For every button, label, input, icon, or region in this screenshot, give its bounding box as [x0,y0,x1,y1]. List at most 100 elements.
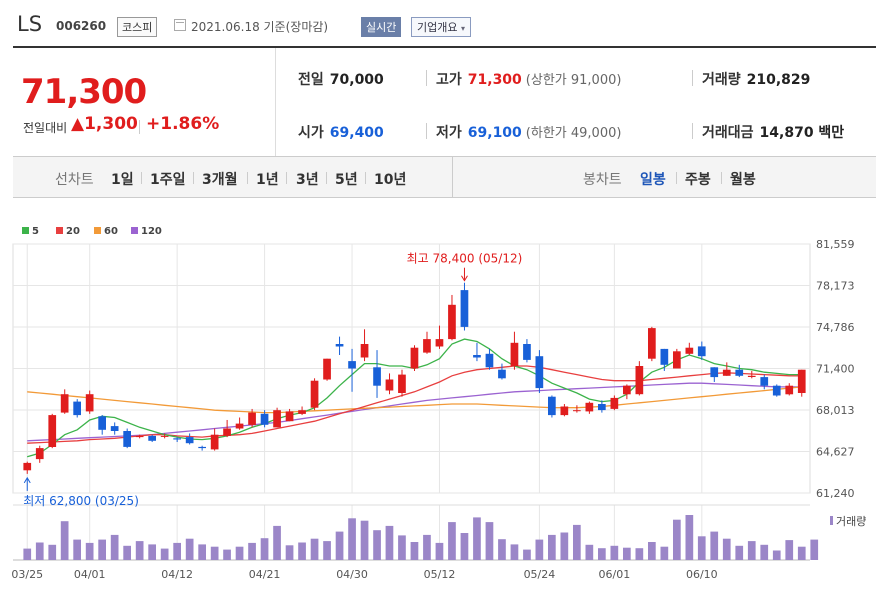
y-tick-label: 81,559 [816,238,855,251]
reference-date: 2021.06.18 기준(장마감) [191,20,329,34]
volume-bar [673,519,681,560]
stat-amount: 거래대금 14,870 백만 [702,122,844,142]
volume-bar [435,542,444,560]
volume-bar [235,546,244,560]
stock-code: 006260 [56,19,107,33]
stat-label: 전일 [298,72,324,88]
period-3y[interactable]: 3년 [296,172,319,188]
company-overview-dropdown[interactable]: 기업개요 ▾ [411,17,471,37]
volume-legend-swatch [830,516,833,525]
change-label: 전일대비 [23,121,68,135]
x-tick-label: 05/24 [524,568,556,581]
y-tick-label: 74,786 [816,321,855,334]
period-1d[interactable]: 1일 [111,172,134,188]
candle-body [710,367,719,378]
volume-bar [310,538,319,560]
candle-body [598,404,606,411]
candle-body [310,380,319,408]
x-tick-label: 03/25 [11,568,43,581]
volume-bar [348,518,356,560]
period-3m[interactable]: 3개월 [202,172,238,188]
high-arrowhead [461,275,468,282]
period-10y[interactable]: 10년 [374,172,407,188]
candle-body [235,423,244,429]
low-annotation: 최저 62,800 (03/25) [23,494,139,508]
candle-body [373,367,381,386]
stat-low: 저가 69,100 (하한가 49,000) [436,122,621,142]
period-1y[interactable]: 1년 [256,172,279,188]
stat-value: 69,400 [329,125,384,141]
toolbar-divider [193,172,194,184]
candle-body [460,290,469,327]
candle-body [423,339,431,353]
period-5y[interactable]: 5년 [335,172,358,188]
volume-bar [60,521,69,560]
volume-bar [585,544,594,560]
stat-divider [426,123,427,139]
volume-bar [735,545,744,560]
candle-body [110,426,119,431]
period-1w[interactable]: 1주일 [150,172,186,188]
volume-bar [635,548,644,560]
low-arrowhead [23,476,31,484]
realtime-button[interactable]: 실시간 [361,17,402,37]
candle-daily[interactable]: 일봉 [640,172,666,188]
legend-swatch [131,227,138,234]
y-tick-label: 64,627 [816,446,855,459]
volume-bar [148,544,156,560]
candle-body [410,347,419,369]
candle-body [435,339,444,347]
legend-swatch [22,227,29,234]
toolbar-divider [676,172,677,184]
chevron-down-icon: ▾ [460,24,465,33]
volume-bar [747,541,756,560]
stock-name: LS [17,12,43,36]
candle-body [660,348,669,365]
candle-body [523,344,531,360]
x-tick-label: 06/01 [599,568,631,581]
toolbar-divider [326,172,327,184]
candle-body [735,369,744,376]
volume-bar [210,546,219,560]
candle-body [747,375,756,377]
candle-body [498,369,506,379]
x-tick-label: 06/10 [686,568,718,581]
candle-body [160,435,169,437]
volume-bar [398,535,406,560]
y-tick-label: 61,240 [816,487,855,500]
volume-bar [510,544,519,560]
candle-body [573,410,581,412]
header-divider [13,46,876,48]
candle-body [673,351,681,369]
volume-bar [73,539,81,560]
candle-body [797,369,806,393]
candle-body [510,342,519,367]
candle-body [48,415,57,447]
volume-bar [722,538,731,560]
stats-divider [13,156,876,157]
volume-bar [223,549,231,560]
volume-bar [123,545,131,560]
line-chart-label: 선차트 [55,172,94,188]
market-badge: 코스피 [117,17,158,37]
volume-bar [23,548,32,560]
candle-body [285,411,294,422]
candle-weekly[interactable]: 주봉 [685,172,711,188]
toolbar-divider [721,172,722,184]
volume-bar [548,534,556,560]
ma60-line [27,386,802,414]
up-arrow-icon: ▲ [71,114,85,134]
stat-label: 고가 [436,72,462,88]
toolbar-divider [452,157,453,197]
candle-body [785,385,794,395]
candle-body [198,446,206,449]
x-tick-label: 04/12 [161,568,193,581]
stat-value: 210,829 [746,72,811,88]
volume-bar [623,547,631,560]
candle-body [635,366,644,395]
candle-monthly[interactable]: 월봉 [730,172,756,188]
volume-bar [260,538,269,560]
x-tick-label: 04/01 [74,568,106,581]
volume-bar [697,536,706,560]
